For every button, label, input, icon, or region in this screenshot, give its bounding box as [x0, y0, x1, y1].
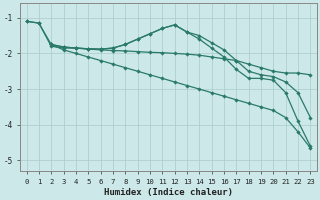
X-axis label: Humidex (Indice chaleur): Humidex (Indice chaleur) [104, 188, 233, 197]
